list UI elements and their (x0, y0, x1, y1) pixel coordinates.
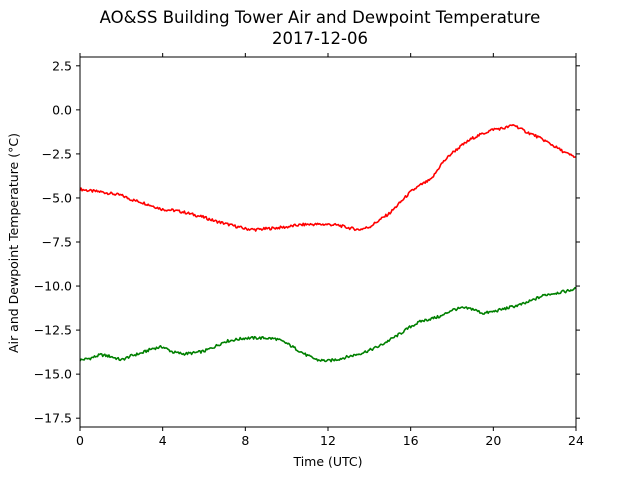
x-tick-label: 4 (159, 433, 167, 448)
x-tick-label: 0 (76, 433, 84, 448)
chart-subtitle: 2017-12-06 (272, 29, 368, 48)
y-tick-label: −10.0 (34, 279, 72, 294)
series-line-1 (79, 123, 577, 232)
x-tick-label: 20 (485, 433, 501, 448)
chart-title: AO&SS Building Tower Air and Dewpoint Te… (99, 8, 541, 27)
x-tick-label: 12 (320, 433, 336, 448)
series-line-2 (79, 286, 577, 363)
y-tick-label: −17.5 (34, 411, 72, 426)
x-axis-label: Time (UTC) (292, 454, 362, 469)
x-tick-label: 24 (568, 433, 584, 448)
y-tick-label: −7.5 (42, 235, 72, 250)
y-tick-label: 0.0 (52, 102, 72, 117)
axes-layer: 0 4 8 12 16 20 24 2.5 0.0 −2.5 −5.0 −7.5 −10.0 −12.5 −… (34, 53, 584, 448)
x-tick-label: 8 (241, 433, 249, 448)
y-tick-label: 2.5 (52, 58, 72, 73)
y-tick-label: −5.0 (42, 190, 72, 205)
y-axis-label: Air and Dewpoint Temperature (°C) (6, 133, 21, 353)
y-tick-label: −2.5 (42, 146, 72, 161)
plot-frame (79, 56, 577, 428)
series-layer (79, 123, 577, 363)
y-tick-label: −12.5 (34, 323, 72, 338)
x-tick-label: 16 (403, 433, 419, 448)
y-tick-label: −15.0 (34, 367, 72, 382)
